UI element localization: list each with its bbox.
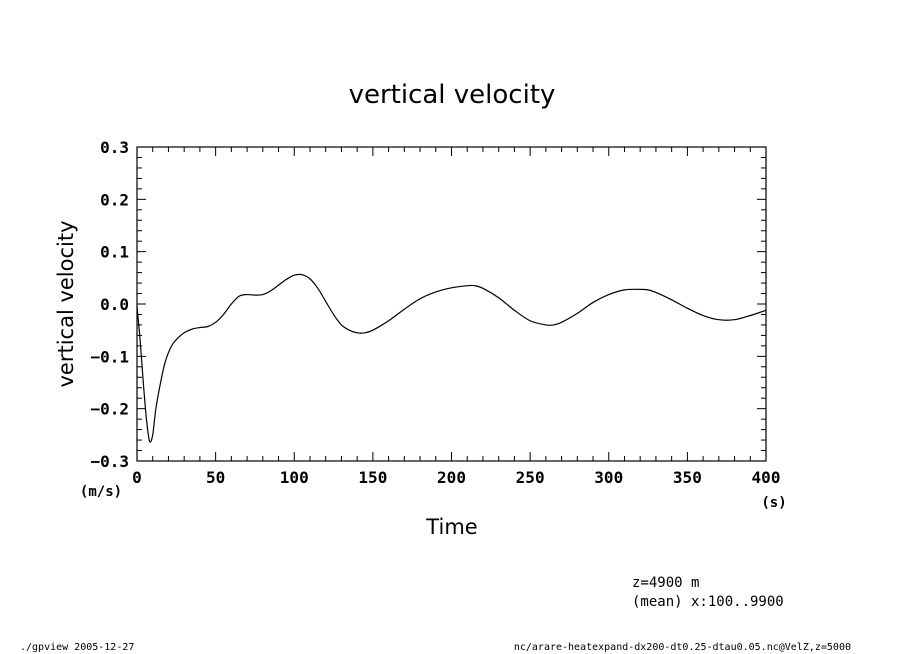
y-tick-label: −0.3 <box>90 452 129 471</box>
y-axis-label: vertical velocity <box>54 220 78 387</box>
x-tick-label: 0 <box>132 468 142 487</box>
y-tick-label: 0.1 <box>100 243 129 262</box>
chart-title: vertical velocity <box>349 80 556 110</box>
y-tick-label: −0.2 <box>90 400 129 419</box>
y-tick-label: −0.1 <box>90 347 129 366</box>
vertical-velocity-line <box>136 273 767 443</box>
x-tick-label: 250 <box>516 468 545 487</box>
plot-frame <box>136 146 767 462</box>
x-tick-label: 300 <box>594 468 623 487</box>
y-tick-label: 0.3 <box>100 138 129 157</box>
x-axis-label: Time <box>425 515 477 539</box>
footer-source-file: nc/arare-heatexpand-dx200-dt0.25-dtau0.0… <box>514 642 851 653</box>
footer-program-date: ./gpview 2005-12-27 <box>20 642 134 653</box>
x-unit-label: (s) <box>761 495 786 511</box>
x-tick-label: 100 <box>280 468 309 487</box>
annotation-height: z=4900 m <box>632 575 699 591</box>
y-unit-label: (m/s) <box>80 484 122 500</box>
x-tick-labels: 0 50 100 150 200 250 300 350 400 <box>132 468 780 487</box>
y-tick-label: 0.2 <box>100 190 129 209</box>
y-tick-labels: 0.3 0.2 0.1 0.0 −0.1 −0.2 −0.3 <box>90 138 129 471</box>
y-tick-label: 0.0 <box>100 295 129 314</box>
x-tick-label: 200 <box>437 468 466 487</box>
annotation-mean-range: (mean) x:100..9900 <box>632 594 784 610</box>
x-tick-label: 400 <box>752 468 781 487</box>
x-tick-label: 350 <box>673 468 702 487</box>
x-tick-label: 150 <box>358 468 387 487</box>
x-tick-label: 50 <box>206 468 225 487</box>
